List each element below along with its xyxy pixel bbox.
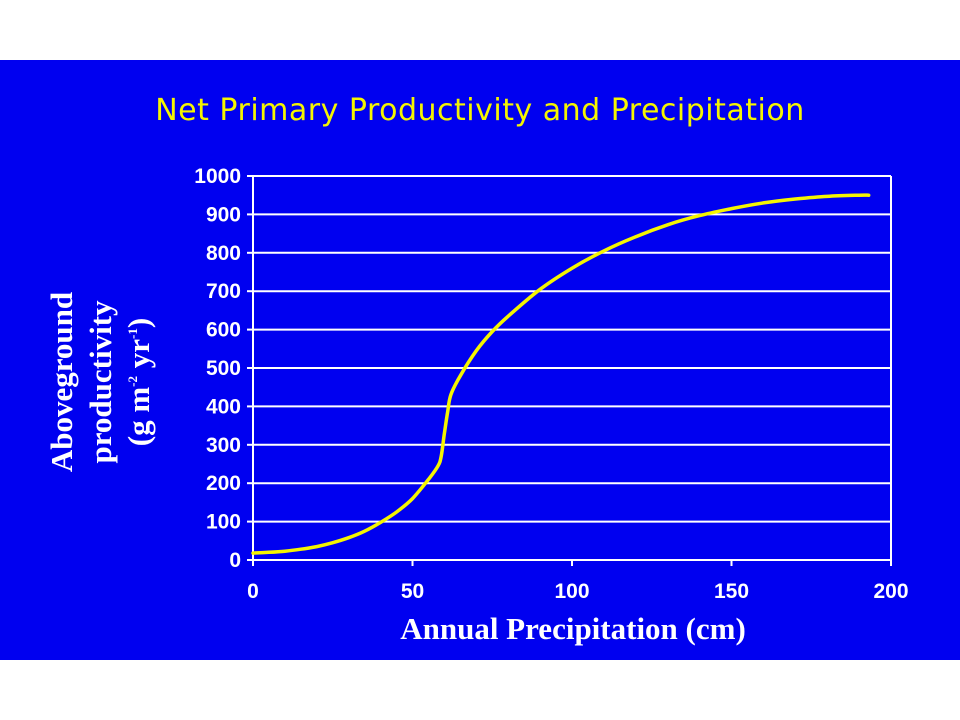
- y-tick-label: 100: [206, 511, 241, 534]
- y-tick-label: 1000: [194, 165, 241, 188]
- y-tick-label: 600: [206, 319, 241, 342]
- x-tick-label: 150: [714, 580, 749, 603]
- y-axis-label-line-2: productivity: [83, 300, 118, 464]
- x-tick-label: 50: [401, 580, 424, 603]
- y-axis-label: Aboveground: [44, 292, 79, 472]
- x-axis-label: Annual Precipitation (cm): [400, 611, 746, 646]
- x-tick-label: 0: [247, 580, 259, 603]
- chart-title: Net Primary Productivity and Precipitati…: [155, 93, 805, 128]
- y-tick-label: 900: [206, 203, 241, 226]
- y-tick-labels: 0 100 200 300 400 500 600 700 800 900 1000: [194, 165, 241, 572]
- axes: [247, 175, 892, 566]
- y-tick-label: 300: [206, 434, 241, 457]
- x-tick-labels: 0 50 100 150 200: [247, 580, 908, 603]
- y-tick-label: 0: [229, 549, 241, 572]
- y-tick-label: 500: [206, 357, 241, 380]
- y-tick-label: 200: [206, 472, 241, 495]
- x-tick-label: 100: [554, 580, 589, 603]
- series: [251, 193, 871, 555]
- y-axis-label-units: (g m-2 yr-1): [121, 318, 156, 446]
- series-line: [251, 193, 871, 555]
- y-axis-label-line-1: Aboveground: [44, 292, 79, 472]
- y-tick-label: 700: [206, 280, 241, 303]
- x-tick-label: 200: [873, 580, 908, 603]
- gridlines: [253, 175, 891, 561]
- y-tick-label: 400: [206, 395, 241, 418]
- y-tick-label: 800: [206, 242, 241, 265]
